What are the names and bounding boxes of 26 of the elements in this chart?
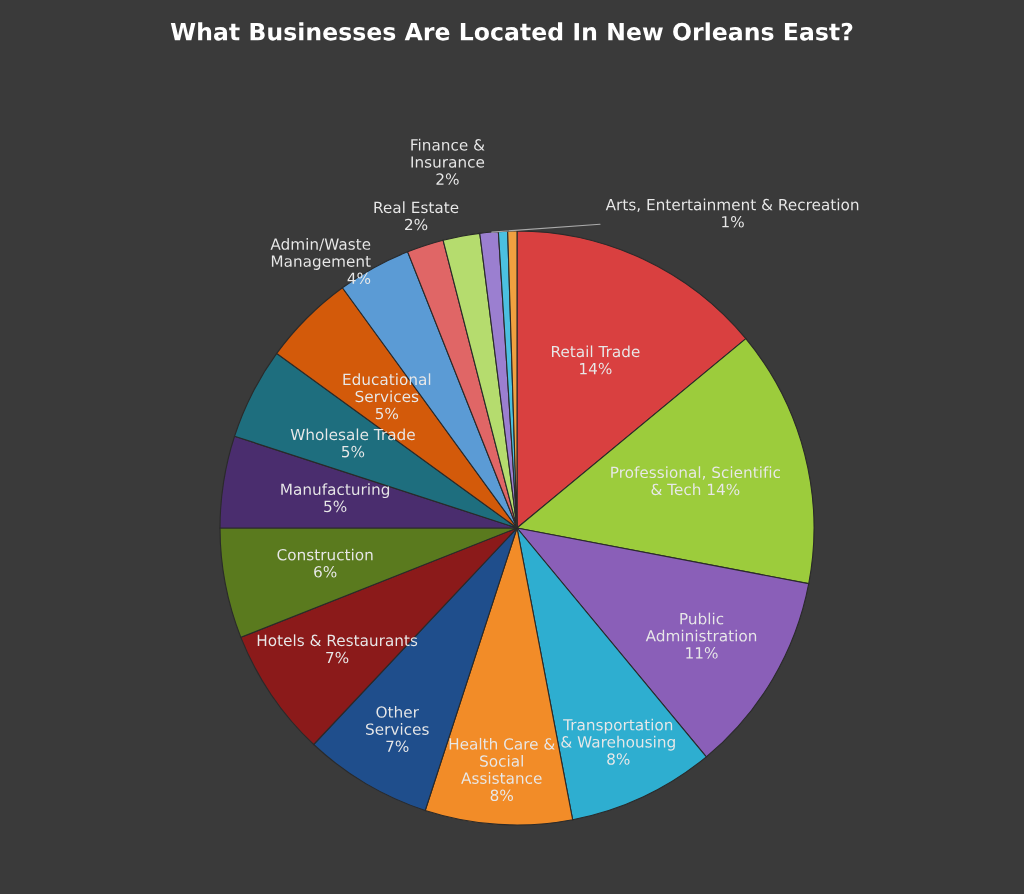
data-label: 8% (607, 753, 630, 765)
data-label: 14% (580, 362, 612, 375)
data-label: 2% (436, 173, 459, 185)
data-label: 11% (686, 647, 718, 659)
slice-label: Health Care & Social Assistance (449, 737, 555, 784)
data-label: 2% (405, 218, 428, 231)
slice-label: Professional, Scientific & Tech 14% (611, 466, 781, 496)
slice-label: Arts, Entertainment & Recreation (605, 198, 859, 212)
slice-label: Other Services (366, 706, 429, 735)
slice-label: Real Estate (374, 201, 459, 214)
data-label: 5% (375, 407, 399, 420)
data-label: 6% (314, 566, 337, 578)
slice-label: Construction (277, 548, 373, 561)
chart-title: What Businesses Are Located In New Orleans East? (170, 22, 853, 41)
slice-label: Manufacturing (281, 483, 390, 499)
data-label: 5% (341, 445, 365, 458)
slice-label: Retail Trade (551, 345, 640, 358)
data-label: 5% (324, 500, 347, 513)
slice-label: Finance & Insurance (411, 138, 485, 168)
data-label: 7% (326, 651, 349, 664)
data-label: 7% (386, 740, 409, 753)
slice-label: Public Administration (645, 612, 757, 642)
data-label: 1% (722, 215, 744, 228)
slice-label: Transportation & Warehousing (561, 718, 675, 751)
data-label: 8% (490, 789, 513, 802)
slice-label: Admin/Waste Management (270, 238, 371, 270)
